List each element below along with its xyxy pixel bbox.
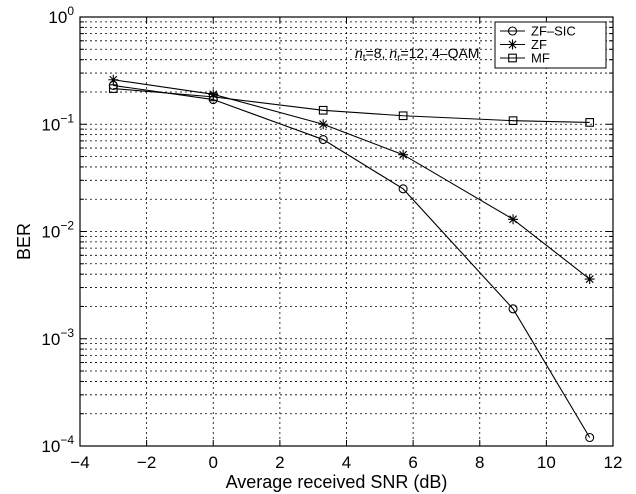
x-tick-label: 8: [475, 453, 484, 472]
legend-label: MF: [531, 51, 550, 66]
marker-star: [584, 274, 595, 285]
x-axis-title: Average received SNR (dB): [226, 472, 448, 492]
x-tick-label: 12: [604, 453, 623, 472]
marker-circle: [507, 26, 518, 36]
y-tick-label: 10−2: [41, 219, 74, 242]
y-tick-label-base: 10: [41, 437, 60, 456]
marker-square: [585, 118, 595, 127]
y-tick-label: 10−1: [41, 111, 74, 134]
parameter-annotation: nt=8, nr=12, 4–QAM: [355, 45, 479, 64]
y-tick-label-exponent: 0: [67, 4, 74, 18]
y-tick-label-exponent: −1: [60, 111, 74, 125]
y-tick-label: 10−4: [41, 433, 74, 456]
y-tick-label-exponent: −3: [60, 326, 74, 340]
axis-ticks: [79, 16, 614, 447]
annotation-part: n: [389, 45, 397, 61]
series-star: [108, 74, 595, 285]
annotation-part: =8,: [366, 45, 390, 61]
annotation-part: r: [397, 53, 401, 64]
marker-circle: [585, 432, 595, 443]
y-tick-label-base: 10: [48, 8, 67, 27]
marker-square: [508, 53, 517, 63]
marker-star: [208, 89, 219, 100]
annotation-part: =12, 4–QAM: [400, 45, 479, 61]
y-tick-label-exponent: −2: [60, 219, 74, 233]
marker-square: [208, 92, 218, 102]
x-tick-label: −2: [137, 453, 156, 472]
marker-star: [507, 39, 518, 50]
marker-square: [108, 84, 118, 93]
y-tick-label-exponent: −4: [60, 433, 74, 447]
marker-circle: [398, 184, 408, 194]
grid: [80, 17, 613, 446]
series-line: [113, 79, 591, 280]
x-tick-label: −4: [70, 453, 89, 472]
series-square: [108, 84, 595, 127]
series-line: [113, 88, 590, 123]
annotation-part: t: [363, 53, 366, 64]
series-layer: [108, 74, 595, 443]
x-tick-label: 10: [537, 453, 556, 472]
x-tick-label: 4: [342, 453, 351, 472]
marker-square: [398, 111, 408, 121]
marker-star: [108, 74, 119, 85]
marker-circle: [318, 135, 328, 145]
marker-square: [508, 116, 518, 126]
marker-circle: [508, 304, 518, 314]
marker-star: [318, 119, 329, 130]
x-tick-label: 2: [275, 453, 284, 472]
annotation-part: n: [355, 45, 363, 61]
legend-label: ZF: [531, 37, 547, 52]
y-tick-label-base: 10: [41, 223, 60, 242]
y-axis-title: BER: [14, 223, 34, 260]
x-tick-label: 6: [408, 453, 417, 472]
y-tick-label: 10−3: [41, 326, 74, 349]
x-tick-label: 0: [209, 453, 218, 472]
marker-square: [318, 105, 328, 115]
marker-star: [398, 149, 409, 160]
series-line: [113, 84, 591, 438]
y-tick-label-base: 10: [41, 115, 60, 134]
y-tick-label-base: 10: [41, 330, 60, 349]
y-tick-label: 100: [48, 4, 74, 27]
marker-star: [508, 214, 519, 225]
legend-label: ZF–SIC: [531, 24, 576, 39]
